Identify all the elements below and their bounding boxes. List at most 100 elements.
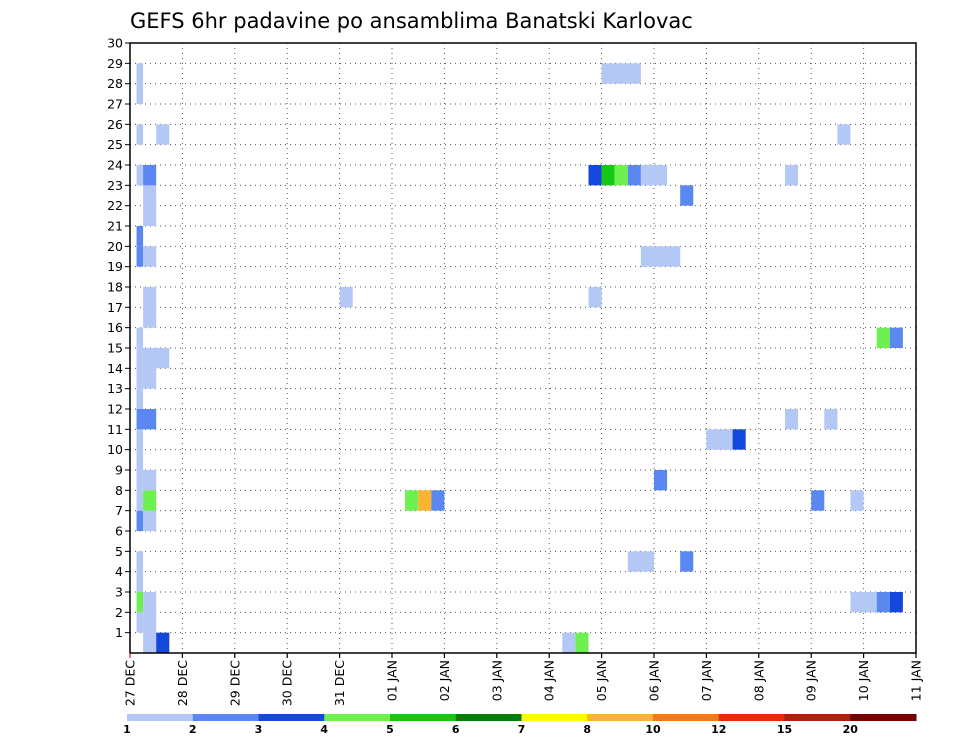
- heatmap-cell: [143, 612, 157, 633]
- y-tick-label: 9: [115, 463, 123, 478]
- plot-frame: [129, 42, 917, 654]
- heatmap-cell: [824, 409, 838, 430]
- heatmap-cell: [588, 287, 602, 308]
- colorbar-swatch: [324, 714, 391, 721]
- heatmap-cell: [143, 205, 157, 226]
- x-tick-label: 28 DEC: [175, 660, 190, 706]
- heatmap-cell: [143, 246, 157, 267]
- heatmap-cell: [136, 429, 144, 450]
- colorbar: 1 2 3 4 5 6 7 8 10 12 15 20: [123, 714, 917, 736]
- heatmap-cell: [889, 592, 903, 613]
- colorbar-swatch: [653, 714, 720, 721]
- y-tick-label: 8: [115, 483, 123, 498]
- heatmap-cell: [143, 307, 157, 328]
- y-tick-label: 14: [107, 361, 123, 376]
- colorbar-swatch: [784, 714, 851, 721]
- y-tick-label: 11: [107, 422, 123, 437]
- heatmap-cell: [143, 592, 157, 613]
- heatmap-cell: [136, 368, 157, 389]
- colorbar-label: 4: [320, 723, 328, 736]
- heatmap-cell: [143, 165, 157, 186]
- colorbar-label: 1: [123, 723, 131, 736]
- chart-title: GEFS 6hr padavine po ansamblima Banatski…: [130, 9, 693, 33]
- colorbar-label: 3: [255, 723, 263, 736]
- x-tick-label: 04 JAN: [542, 660, 557, 701]
- colorbar-label: 20: [843, 723, 859, 736]
- y-tick-label: 20: [107, 239, 123, 254]
- x-tick-label: 31 DEC: [332, 660, 347, 706]
- heatmap-cell: [156, 632, 170, 653]
- heatmap-cell: [811, 490, 825, 511]
- heatmap-cell: [732, 429, 746, 450]
- y-tick-label: 15: [107, 341, 123, 356]
- y-tick-label: 5: [115, 544, 123, 559]
- y-tick-label: 27: [107, 97, 123, 112]
- heatmap-cell: [850, 490, 864, 511]
- colorbar-swatch: [258, 714, 325, 721]
- y-axis: 1234567891011121314151617181920212223242…: [107, 36, 130, 640]
- heatmap-cell: [136, 510, 144, 531]
- heatmap-cell: [143, 510, 157, 531]
- y-tick-label: 21: [107, 219, 123, 234]
- x-tick-label: 29 DEC: [227, 660, 242, 706]
- x-tick-label: 06 JAN: [647, 660, 662, 701]
- colorbar-label: 12: [711, 723, 726, 736]
- heatmap-cell: [614, 165, 628, 186]
- heatmap-cell: [136, 165, 144, 186]
- heatmap-cell: [136, 124, 144, 145]
- heatmap-cell: [136, 490, 144, 511]
- y-tick-label: 23: [107, 178, 123, 193]
- y-tick-label: 19: [107, 259, 123, 274]
- colorbar-swatch: [587, 714, 654, 721]
- y-tick-label: 16: [107, 320, 123, 335]
- colorbar-label: 6: [452, 723, 460, 736]
- y-tick-label: 18: [107, 280, 123, 295]
- x-tick-label: 10 JAN: [856, 660, 871, 701]
- x-tick-label: 27 DEC: [123, 660, 138, 706]
- heatmap-cell: [156, 124, 170, 145]
- y-tick-label: 1: [115, 625, 123, 640]
- y-tick-label: 25: [107, 137, 123, 152]
- y-tick-label: 10: [107, 442, 123, 457]
- heatmap-cell: [405, 490, 419, 511]
- y-tick-label: 4: [115, 564, 123, 579]
- y-tick-label: 30: [107, 36, 123, 51]
- heatmap-cells: [136, 63, 903, 653]
- heatmap-cell: [136, 327, 144, 348]
- colorbar-swatch: [718, 714, 785, 721]
- x-tick-label: 07 JAN: [699, 660, 714, 701]
- colorbar-swatch: [192, 714, 259, 721]
- heatmap-cell: [785, 409, 799, 430]
- colorbar-label: 5: [386, 723, 394, 736]
- y-tick-label: 12: [107, 402, 123, 417]
- y-tick-label: 7: [115, 503, 123, 518]
- y-tick-label: 29: [107, 56, 123, 71]
- heatmap-cell: [136, 246, 144, 267]
- heatmap-cell: [136, 449, 144, 470]
- heatmap-cell: [640, 165, 668, 186]
- colorbar-label: 15: [777, 723, 792, 736]
- heatmap-cell: [136, 470, 157, 491]
- heatmap-cell: [136, 592, 144, 613]
- heatmap-cell: [785, 165, 799, 186]
- colorbar-label: 2: [189, 723, 197, 736]
- x-tick-label: 05 JAN: [594, 660, 609, 701]
- y-tick-label: 6: [115, 524, 123, 539]
- heatmap-cell: [889, 327, 903, 348]
- heatmap-cell: [136, 83, 144, 104]
- heatmap-cell: [339, 287, 353, 308]
- x-tick-label: 11 JAN: [909, 660, 924, 701]
- y-tick-label: 17: [107, 300, 123, 315]
- heatmap-cell: [136, 388, 144, 409]
- y-tick-label: 24: [107, 158, 123, 173]
- heatmap-cell: [640, 246, 681, 267]
- heatmap-cell: [680, 551, 694, 572]
- heatmap-cell: [627, 551, 654, 572]
- heatmap-cell: [418, 490, 432, 511]
- heatmap-cell: [143, 287, 157, 308]
- colorbar-swatch: [850, 714, 917, 721]
- heatmap-cell: [627, 165, 641, 186]
- heatmap-cell: [136, 63, 144, 84]
- heatmap-cell: [562, 632, 576, 653]
